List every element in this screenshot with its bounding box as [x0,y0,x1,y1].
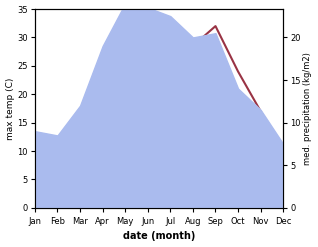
X-axis label: date (month): date (month) [123,231,195,242]
Y-axis label: max temp (C): max temp (C) [5,77,15,140]
Y-axis label: med. precipitation (kg/m2): med. precipitation (kg/m2) [303,52,313,165]
